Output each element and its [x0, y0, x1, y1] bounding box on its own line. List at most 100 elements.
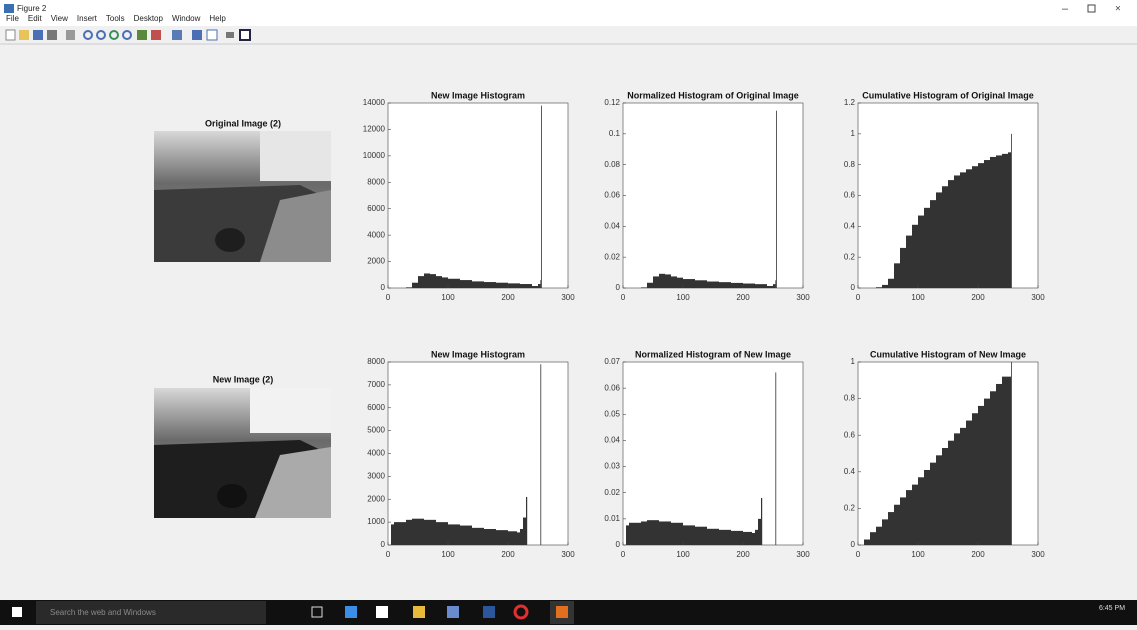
y-tick-label: 0.4 — [844, 221, 856, 230]
histogram-bar — [966, 421, 972, 545]
histogram-bar — [1008, 152, 1011, 288]
histogram-bar — [540, 364, 541, 545]
histogram-bar — [412, 283, 418, 288]
histogram-bar — [990, 391, 996, 545]
app-icon — [4, 4, 14, 13]
menu-item[interactable]: Tools — [106, 14, 125, 23]
y-tick-label: 2000 — [367, 494, 385, 503]
y-tick-label: 0.6 — [844, 430, 856, 439]
image-title: New Image (2) — [213, 374, 274, 384]
histogram-bar — [430, 274, 436, 288]
tool-icon[interactable] — [66, 30, 75, 40]
menu-item[interactable]: Help — [209, 14, 226, 23]
histogram-bar — [424, 520, 436, 545]
histogram-bar — [930, 463, 936, 545]
image-title: Original Image (2) — [205, 118, 281, 128]
histogram-bar — [484, 529, 496, 545]
histogram-bar — [659, 521, 671, 545]
taskbar-icon[interactable] — [483, 606, 495, 618]
tool-icon[interactable] — [207, 30, 217, 40]
histogram-bar — [984, 399, 990, 545]
y-tick-label: 2000 — [367, 257, 385, 266]
histogram-bar — [948, 180, 954, 288]
y-tick-label: 0.02 — [604, 488, 620, 497]
x-tick-label: 300 — [561, 293, 575, 302]
x-tick-label: 300 — [796, 550, 810, 559]
histogram-bar — [752, 533, 755, 545]
histogram-bar — [472, 281, 484, 288]
histogram-bar — [400, 522, 406, 545]
histogram-bar — [448, 524, 460, 545]
histogram-bar — [900, 248, 906, 288]
close-button[interactable]: × — [1115, 4, 1121, 15]
y-tick-label: 0 — [851, 540, 856, 549]
x-tick-label: 0 — [386, 293, 391, 302]
histogram-bar — [960, 428, 966, 545]
menu-item[interactable]: Window — [172, 14, 201, 23]
tool-icon[interactable] — [137, 30, 147, 40]
histogram-bar — [960, 172, 966, 288]
histogram-bar — [755, 530, 758, 545]
histogram-bar — [882, 285, 888, 288]
y-tick-label: 8000 — [367, 177, 385, 186]
tool-icon[interactable] — [240, 30, 250, 40]
taskbar-icon[interactable] — [413, 606, 425, 618]
chart-title: New Image Histogram — [431, 90, 525, 100]
tool-icon[interactable] — [192, 30, 202, 40]
histogram-bar — [647, 520, 653, 545]
histogram-bar — [1002, 377, 1008, 545]
tool-icon[interactable] — [6, 30, 15, 40]
histogram-bar — [671, 276, 677, 288]
menu-item[interactable]: Desktop — [134, 14, 164, 23]
histogram-bar — [954, 175, 960, 288]
histogram-bar — [406, 287, 412, 288]
y-tick-label: 1000 — [367, 517, 385, 526]
taskbar-icon[interactable] — [376, 606, 388, 618]
taskbar-icon[interactable] — [345, 606, 357, 618]
histogram-bar — [912, 225, 918, 288]
tool-icon[interactable] — [226, 32, 234, 38]
taskbar-icon[interactable] — [447, 606, 459, 618]
tool-icon[interactable] — [47, 30, 57, 40]
histogram-bar — [653, 520, 659, 545]
histogram-bar — [984, 160, 990, 288]
tool-icon[interactable] — [151, 30, 161, 40]
y-tick-label: 0.12 — [604, 98, 620, 107]
histogram-bar — [665, 274, 671, 288]
histogram-bar — [876, 287, 882, 288]
y-tick-label: 12000 — [363, 125, 386, 134]
histogram-bar — [990, 157, 996, 288]
menu-item[interactable]: File — [6, 14, 19, 23]
y-tick-label: 0.04 — [604, 436, 620, 445]
histogram-bar — [520, 529, 523, 545]
histogram-bar — [731, 283, 743, 288]
y-tick-label: 0.08 — [604, 160, 620, 169]
x-tick-label: 200 — [501, 293, 515, 302]
histogram-bar — [707, 282, 719, 288]
histogram-bar — [653, 276, 659, 288]
page: Figure 2 – × FileEditViewInsertToolsDesk… — [0, 0, 1137, 625]
histogram-bar — [406, 520, 412, 545]
start-button[interactable] — [12, 607, 22, 617]
tool-icon[interactable] — [19, 30, 29, 40]
menu-item[interactable]: View — [51, 14, 68, 23]
histogram-bar — [671, 523, 683, 545]
tool-icon[interactable] — [172, 30, 182, 40]
taskbar-icon[interactable] — [556, 606, 568, 618]
histogram-bar — [761, 498, 762, 545]
y-tick-label: 1 — [851, 129, 856, 138]
x-tick-label: 200 — [501, 550, 515, 559]
histogram-bar — [888, 279, 894, 288]
histogram-bar — [942, 186, 948, 288]
minimize-button[interactable]: – — [1062, 3, 1069, 15]
x-tick-label: 100 — [676, 293, 690, 302]
x-tick-label: 300 — [561, 550, 575, 559]
menu-item[interactable]: Edit — [28, 14, 43, 23]
y-tick-label: 0.05 — [604, 409, 620, 418]
histogram-bar — [436, 522, 448, 545]
histogram-bar — [773, 284, 775, 288]
histogram-bar — [517, 532, 520, 545]
tool-icon[interactable] — [33, 30, 43, 40]
menu-item[interactable]: Insert — [77, 14, 98, 23]
histogram-bar — [936, 455, 942, 545]
